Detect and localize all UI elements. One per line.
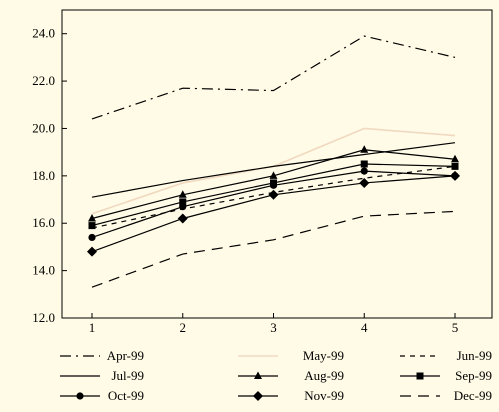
data-point-triangle xyxy=(178,190,187,198)
y-tick-label: 20.0 xyxy=(32,120,55,135)
legend-item-apr-99: Apr-99 xyxy=(60,348,144,363)
series-may-99 xyxy=(91,127,456,215)
x-tick-label: 1 xyxy=(89,320,96,335)
data-point-circle xyxy=(269,181,278,189)
legend-item-dec-99: Dec-99 xyxy=(400,388,492,403)
data-point-triangle xyxy=(451,154,459,163)
x-tick-label: 3 xyxy=(270,320,277,335)
legend-label: Oct-99 xyxy=(108,388,144,403)
legend-item-aug-99: Aug-99 xyxy=(238,368,344,383)
y-tick-label: 12.0 xyxy=(32,310,55,325)
y-tick-label: 24.0 xyxy=(32,26,55,41)
data-point-triangle xyxy=(269,171,278,179)
y-axis: 12.0 14.0 16.0 18.0 20.0 22.0 24.0 xyxy=(32,26,67,325)
data-point-square xyxy=(88,222,96,230)
legend-label: Nov-99 xyxy=(304,388,344,403)
y-tick-label: 16.0 xyxy=(32,215,55,230)
data-point-circle xyxy=(360,167,368,175)
legend-marker-circle xyxy=(76,392,84,400)
y-tick-label: 22.0 xyxy=(32,73,55,88)
y-tick-label: 18.0 xyxy=(32,168,55,183)
legend-label: Dec-99 xyxy=(454,388,492,403)
data-point-diamond xyxy=(268,189,279,200)
data-point-triangle xyxy=(360,145,369,153)
legend-marker-diamond xyxy=(253,391,263,401)
data-point-square xyxy=(451,162,459,170)
data-point-diamond xyxy=(450,170,460,181)
series-jul-99 xyxy=(91,142,456,198)
series-nov-99 xyxy=(87,170,460,257)
data-point-triangle xyxy=(88,213,96,222)
legend-label: Jun-99 xyxy=(457,348,492,363)
series-apr-99 xyxy=(91,35,456,120)
legend-item-sep-99: Sep-99 xyxy=(400,368,492,383)
series-aug-99 xyxy=(88,145,459,222)
data-point-circle xyxy=(88,233,96,242)
legend-marker-triangle xyxy=(254,371,262,379)
legend-item-nov-99: Nov-99 xyxy=(238,388,344,403)
x-tick-label: 2 xyxy=(180,320,187,335)
series-layer xyxy=(87,35,460,288)
legend-label: Sep-99 xyxy=(455,368,492,383)
series-line xyxy=(91,142,456,198)
x-axis: 1 2 3 4 5 xyxy=(89,313,459,335)
plot-frame xyxy=(61,9,493,319)
legend-item-jul-99: Jul-99 xyxy=(60,368,144,383)
legend-item-may-99: May-99 xyxy=(238,348,344,363)
data-point-diamond xyxy=(359,177,370,188)
legend-label: May-99 xyxy=(303,348,344,363)
data-point-circle xyxy=(179,203,187,211)
legend-label: Apr-99 xyxy=(107,348,144,363)
legend-marker-square xyxy=(416,372,424,380)
data-point-diamond xyxy=(87,246,97,257)
series-line xyxy=(91,35,456,120)
legend-label: Jul-99 xyxy=(112,368,145,383)
legend-item-jun-99: Jun-99 xyxy=(400,348,492,363)
data-point-square xyxy=(179,198,187,206)
data-point-diamond xyxy=(177,213,188,224)
data-point-square xyxy=(360,160,368,168)
x-tick-label: 4 xyxy=(361,320,368,335)
series-dec-99 xyxy=(91,210,456,288)
legend: Apr-99 May-99 Jun-99 Jul-99 Aug-99 Sep-99 Oct-… xyxy=(60,348,492,403)
plot-area xyxy=(61,9,493,319)
legend-label: Aug-99 xyxy=(304,368,344,383)
series-line xyxy=(91,127,456,215)
series-line xyxy=(91,210,456,288)
x-tick-label: 5 xyxy=(452,320,459,335)
y-tick-label: 14.0 xyxy=(32,263,55,278)
legend-item-oct-99: Oct-99 xyxy=(60,388,144,403)
